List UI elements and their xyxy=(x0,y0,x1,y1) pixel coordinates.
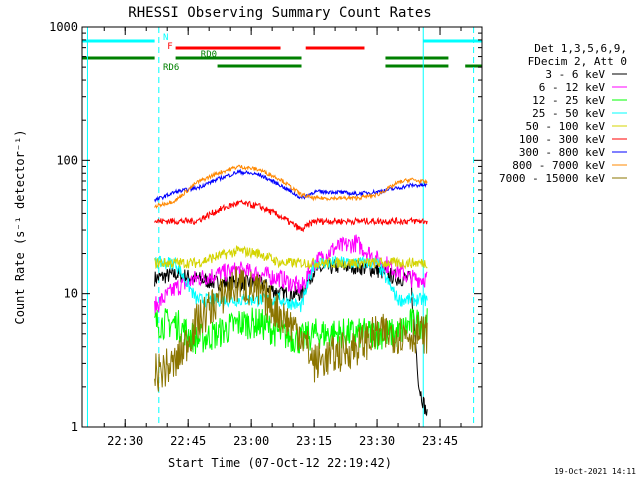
legend-entry-label: 25 - 50 keV xyxy=(532,107,605,120)
x-tick-label: 22:45 xyxy=(170,434,206,448)
legend-entry-label: 100 - 300 keV xyxy=(519,133,605,146)
legend-entry-label: 50 - 100 keV xyxy=(526,120,606,133)
status-bars: NF RD0 RD6 xyxy=(82,33,482,73)
status-bar-label: RD0 xyxy=(201,50,217,60)
legend-header: Det 1,3,5,6,9, xyxy=(534,42,627,55)
vertical-markers xyxy=(86,27,475,427)
legend-entry-label: 800 - 7000 keV xyxy=(512,159,605,172)
chart-title: RHESSI Observing Summary Count Rates xyxy=(128,5,431,21)
y-tick-label: 1 xyxy=(71,420,78,434)
x-tick-label: 23:00 xyxy=(233,434,269,448)
legend-entry-label: 6 - 12 keV xyxy=(539,81,606,94)
series-line-12-25-kev xyxy=(154,307,428,355)
x-tick-label: 23:30 xyxy=(359,434,395,448)
series-line-6-12-kev xyxy=(154,234,428,316)
legend-entry-label: 300 - 800 keV xyxy=(519,146,605,159)
y-axis-label: Count Rate (s⁻¹ detector⁻¹) xyxy=(13,129,27,324)
y-tick-label: 100 xyxy=(56,153,78,167)
plot-frame xyxy=(81,26,483,428)
series-line-50-100-kev xyxy=(154,245,428,270)
legend-entry-label: 3 - 6 keV xyxy=(545,68,605,81)
legend-entry-label: 7000 - 15000 keV xyxy=(499,172,605,185)
legend: Det 1,3,5,6,9,FDecim 2, Att 03 - 6 keV6 … xyxy=(499,42,627,185)
legend-entry-label: 12 - 25 keV xyxy=(532,94,605,107)
status-bar-label: RD6 xyxy=(163,63,179,73)
status-bar-label: F xyxy=(167,42,172,52)
x-tick-label: 23:45 xyxy=(422,434,458,448)
x-axis-label: Start Time (07-Oct-12 22:19:42) xyxy=(168,456,392,470)
footer-date: 19-Oct-2021 14:11 xyxy=(554,467,636,476)
y-axis: 1 10 100 1000 xyxy=(49,20,482,434)
x-tick-label: 22:30 xyxy=(107,434,143,448)
series-line-800-7000-kev xyxy=(154,164,428,210)
series-line-25-50-kev xyxy=(154,255,428,313)
series-lines xyxy=(154,164,428,417)
legend-header: FDecim 2, Att 0 xyxy=(528,55,627,68)
y-tick-label: 1000 xyxy=(49,20,78,34)
x-axis: 22:30 22:45 23:00 23:15 23:30 23:45 xyxy=(103,27,462,448)
x-tick-label: 23:15 xyxy=(296,434,332,448)
y-tick-label: 10 xyxy=(64,287,78,301)
status-bar-label: N xyxy=(163,33,168,43)
series-line-7000-15000-kev xyxy=(154,266,428,392)
series-line-100-300-kev xyxy=(154,199,428,233)
